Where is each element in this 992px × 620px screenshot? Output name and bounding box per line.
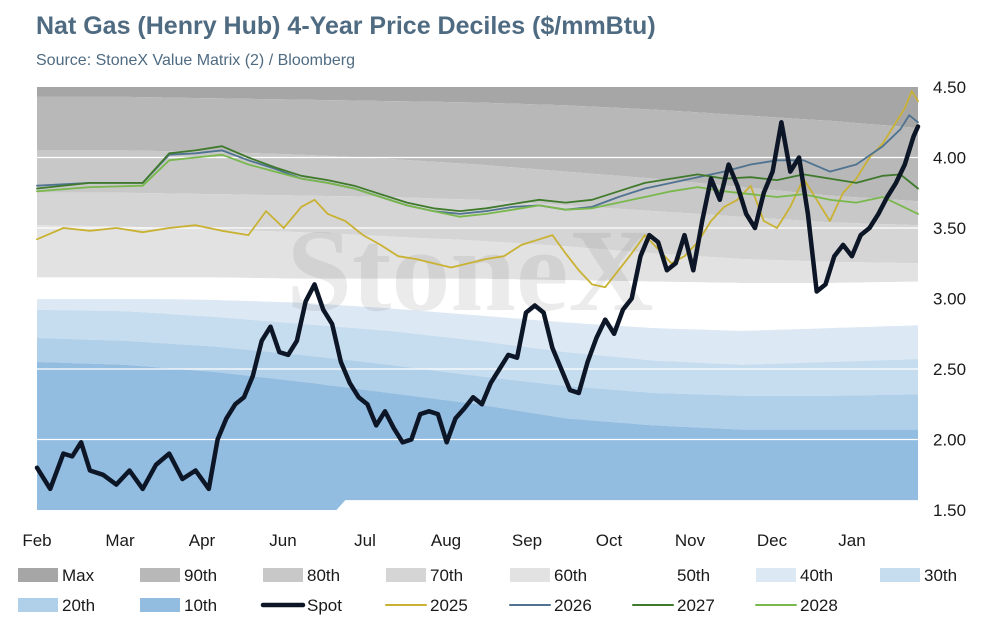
band-max bbox=[37, 87, 918, 128]
legend-label: 2028 bbox=[800, 596, 838, 615]
legend-label: 90th bbox=[184, 566, 217, 585]
band-40th bbox=[37, 298, 918, 365]
legend-label: 10th bbox=[184, 596, 217, 615]
x-tick-label: Jan bbox=[838, 531, 865, 550]
legend-swatch bbox=[510, 568, 550, 582]
legend-item-40th: 40th bbox=[756, 566, 833, 585]
series-line-2028 bbox=[36, 153, 919, 218]
x-tick-label: Aug bbox=[431, 531, 461, 550]
legend-item-2025: 2025 bbox=[385, 596, 468, 615]
y-tick-label: 3.50 bbox=[933, 219, 966, 238]
watermark: StoneX bbox=[286, 205, 653, 336]
watermark-text: StoneX bbox=[286, 205, 653, 336]
legend-label: 60th bbox=[554, 566, 587, 585]
legend-swatch bbox=[633, 568, 673, 582]
x-tick-label: Jun bbox=[269, 531, 296, 550]
legend-swatch bbox=[756, 568, 796, 582]
series-lines bbox=[34, 90, 921, 492]
band-10th bbox=[37, 362, 918, 510]
band-60th bbox=[37, 225, 918, 283]
series-line-spot bbox=[34, 120, 921, 492]
legend-swatch bbox=[386, 568, 426, 582]
legend-label: 20th bbox=[62, 596, 95, 615]
x-tick-label: Apr bbox=[189, 531, 216, 550]
y-tick-label: 1.50 bbox=[933, 501, 966, 520]
legend-label: Max bbox=[62, 566, 95, 585]
legend-swatch bbox=[880, 568, 920, 582]
legend-item-2028: 2028 bbox=[755, 596, 838, 615]
x-tick-label: Oct bbox=[596, 531, 623, 550]
x-tick-label: Mar bbox=[105, 531, 135, 550]
band-50th bbox=[37, 277, 918, 331]
chart-subtitle: Source: StoneX Value Matrix (2) / Bloomb… bbox=[36, 52, 355, 69]
legend-label: 2027 bbox=[677, 596, 715, 615]
legend-swatch bbox=[18, 568, 58, 582]
series-line-2026 bbox=[36, 114, 919, 215]
legend-swatch bbox=[18, 598, 58, 612]
legend-label: Spot bbox=[307, 596, 342, 615]
legend-label: 50th bbox=[677, 566, 710, 585]
x-tick-label: Dec bbox=[757, 531, 788, 550]
y-tick-label: 2.50 bbox=[933, 360, 966, 379]
y-tick-label: 4.00 bbox=[933, 149, 966, 168]
legend-item-50th: 50th bbox=[633, 566, 710, 585]
x-tick-label: Sep bbox=[512, 531, 542, 550]
legend-swatch bbox=[263, 568, 303, 582]
legend-item-70th: 70th bbox=[386, 566, 463, 585]
legend-label: 80th bbox=[307, 566, 340, 585]
legend-item-90th: 90th bbox=[140, 566, 217, 585]
legend-item-30th: 30th bbox=[880, 566, 957, 585]
x-tick-label: Nov bbox=[675, 531, 706, 550]
legend-label: 2025 bbox=[430, 596, 468, 615]
x-axis: Feb Mar Apr Jun Jul Aug Sep Oct Nov Dec Jan bbox=[22, 531, 865, 550]
legend-item-20th: 20th bbox=[18, 596, 95, 615]
y-axis: 1.50 2.00 2.50 3.00 3.50 4.00 4.50 bbox=[933, 78, 966, 520]
y-tick-label: 2.00 bbox=[933, 431, 966, 450]
legend-swatch bbox=[140, 568, 180, 582]
legend-item-2027: 2027 bbox=[632, 596, 715, 615]
legend-swatch bbox=[140, 598, 180, 612]
legend-label: 40th bbox=[800, 566, 833, 585]
legend-item-spot: Spot bbox=[260, 596, 342, 615]
band-80th bbox=[37, 150, 918, 226]
legend-item-10th: 10th bbox=[140, 596, 217, 615]
y-tick-label: 4.50 bbox=[933, 78, 966, 97]
legend-label: 70th bbox=[430, 566, 463, 585]
legend-label: 30th bbox=[924, 566, 957, 585]
y-tick-label: 3.00 bbox=[933, 290, 966, 309]
x-tick-label: Feb bbox=[22, 531, 51, 550]
gridlines bbox=[37, 156, 918, 441]
legend-label: 2026 bbox=[554, 596, 592, 615]
x-tick-label: Jul bbox=[354, 531, 376, 550]
legend-item-2026: 2026 bbox=[509, 596, 592, 615]
page-title: Nat Gas (Henry Hub) 4-Year Price Deciles… bbox=[36, 12, 656, 40]
legend-item-60th: 60th bbox=[510, 566, 587, 585]
legend-item-80th: 80th bbox=[263, 566, 340, 585]
band-30th bbox=[37, 309, 918, 396]
legend: Max 90th 80th 70th 60th 50th 40th 30th 20th 10th S… bbox=[18, 566, 957, 615]
legend-item-max: Max bbox=[18, 566, 95, 585]
series-line-2027 bbox=[36, 145, 919, 212]
